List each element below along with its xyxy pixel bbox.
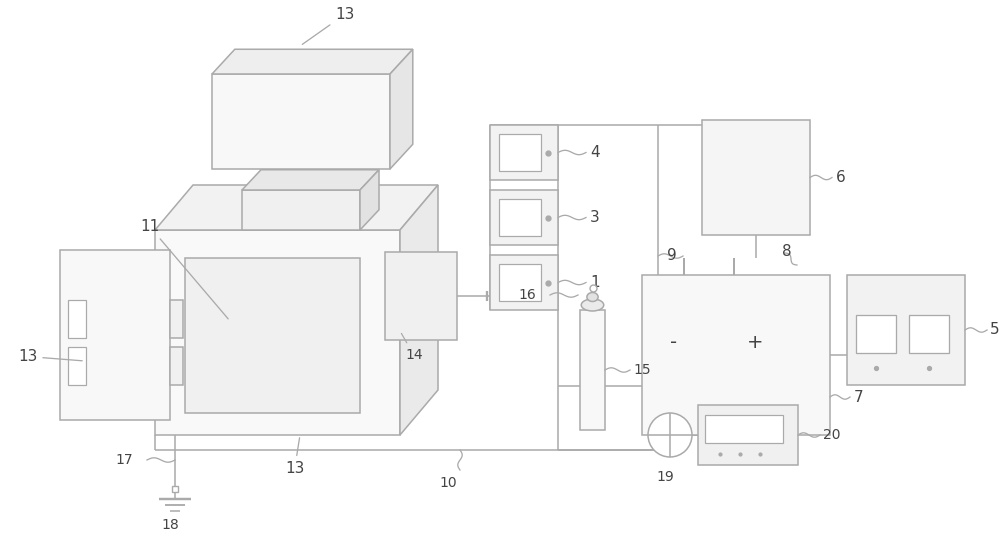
Text: 17: 17 xyxy=(115,453,133,467)
FancyBboxPatch shape xyxy=(705,415,783,443)
Text: 8: 8 xyxy=(782,243,792,259)
Circle shape xyxy=(648,413,692,457)
FancyBboxPatch shape xyxy=(642,275,830,435)
FancyBboxPatch shape xyxy=(170,347,183,385)
Text: 13: 13 xyxy=(302,7,354,44)
Text: 5: 5 xyxy=(990,322,1000,338)
FancyBboxPatch shape xyxy=(499,134,541,171)
Text: 9: 9 xyxy=(667,248,677,263)
FancyBboxPatch shape xyxy=(698,405,798,465)
FancyBboxPatch shape xyxy=(68,347,86,385)
Text: 7: 7 xyxy=(854,390,864,405)
FancyBboxPatch shape xyxy=(490,255,558,310)
Text: 19: 19 xyxy=(656,470,674,484)
Text: +: + xyxy=(747,333,763,352)
FancyBboxPatch shape xyxy=(702,120,810,235)
Polygon shape xyxy=(360,170,379,230)
FancyBboxPatch shape xyxy=(856,315,896,353)
FancyBboxPatch shape xyxy=(847,275,965,385)
FancyBboxPatch shape xyxy=(60,250,170,420)
Text: 15: 15 xyxy=(633,363,651,377)
FancyBboxPatch shape xyxy=(499,199,541,236)
Text: 16: 16 xyxy=(518,288,536,302)
Text: 11: 11 xyxy=(140,219,228,319)
Polygon shape xyxy=(155,185,438,230)
Text: 14: 14 xyxy=(401,333,423,362)
FancyBboxPatch shape xyxy=(68,300,86,338)
Text: 1: 1 xyxy=(590,275,600,290)
FancyBboxPatch shape xyxy=(185,258,360,413)
Ellipse shape xyxy=(587,293,598,301)
Text: 18: 18 xyxy=(161,518,179,532)
FancyBboxPatch shape xyxy=(490,190,558,245)
Text: 20: 20 xyxy=(823,428,840,442)
Text: 6: 6 xyxy=(836,170,846,185)
FancyBboxPatch shape xyxy=(580,310,605,430)
Text: 3: 3 xyxy=(590,210,600,225)
Text: 13: 13 xyxy=(18,349,82,364)
FancyBboxPatch shape xyxy=(385,252,457,340)
FancyBboxPatch shape xyxy=(170,300,183,338)
FancyBboxPatch shape xyxy=(242,190,360,230)
Text: 10: 10 xyxy=(439,476,457,490)
Polygon shape xyxy=(390,49,413,169)
FancyBboxPatch shape xyxy=(499,264,541,301)
FancyBboxPatch shape xyxy=(155,230,400,435)
Polygon shape xyxy=(212,49,413,74)
FancyBboxPatch shape xyxy=(490,125,558,180)
Text: -: - xyxy=(670,333,678,352)
FancyBboxPatch shape xyxy=(212,74,390,169)
Ellipse shape xyxy=(581,299,604,311)
Text: 4: 4 xyxy=(590,145,600,160)
Polygon shape xyxy=(242,170,379,190)
Text: 13: 13 xyxy=(285,438,304,476)
FancyBboxPatch shape xyxy=(909,315,949,353)
Polygon shape xyxy=(400,185,438,435)
